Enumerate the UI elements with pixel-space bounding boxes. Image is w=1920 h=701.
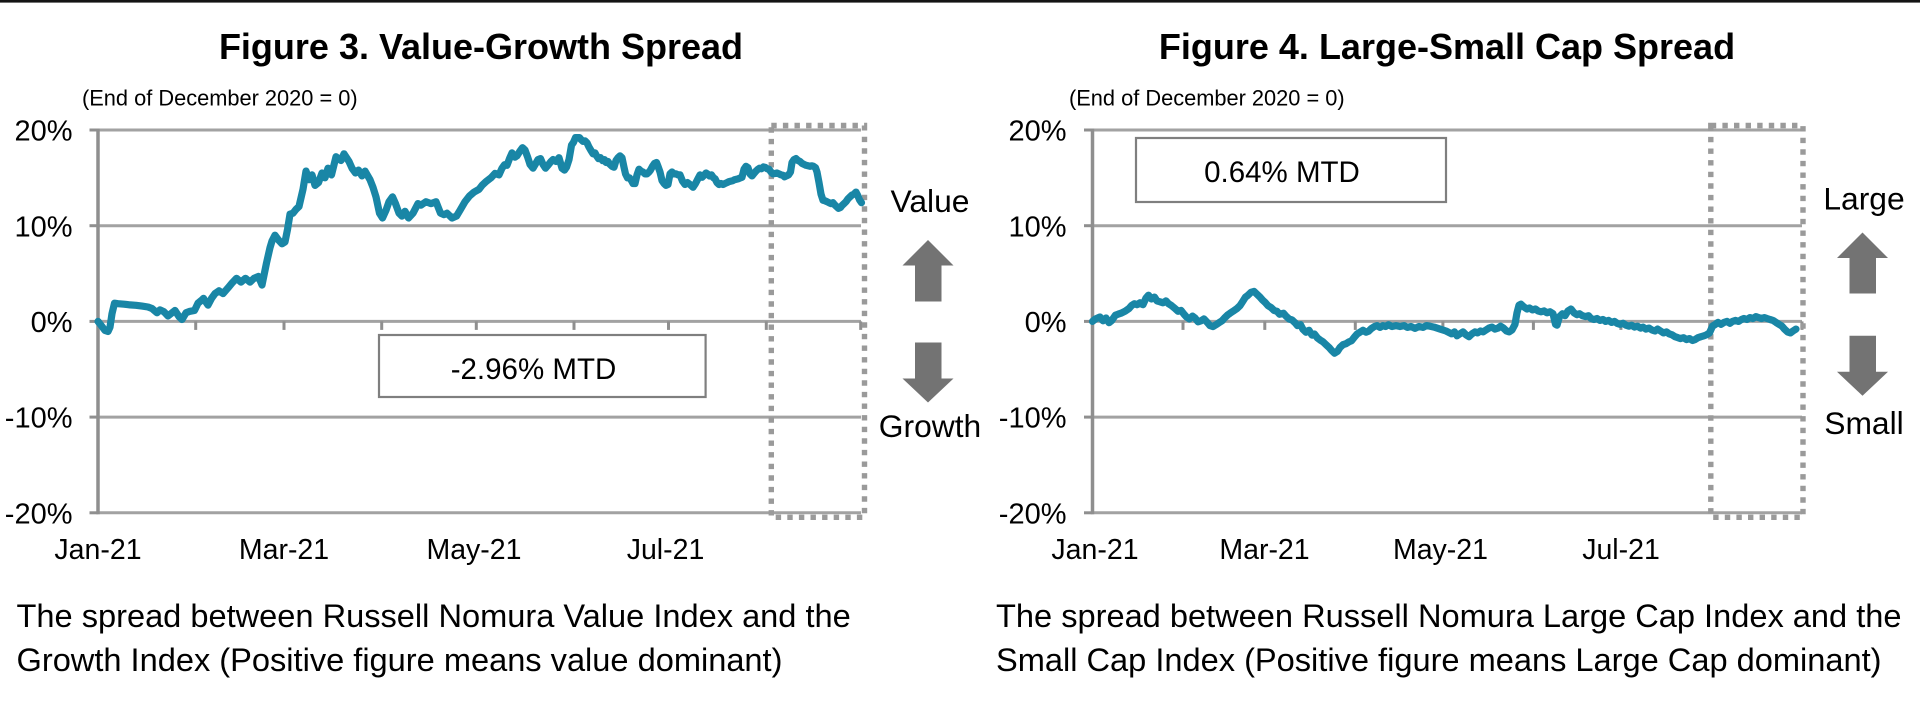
svg-text:0%: 0% (31, 307, 73, 339)
svg-text:10%: 10% (14, 211, 72, 243)
svg-text:The spread between Russell Nom: The spread between Russell Nomura Value … (17, 597, 851, 634)
svg-text:-10%: -10% (999, 403, 1067, 435)
svg-text:May-21: May-21 (426, 534, 521, 566)
svg-text:10%: 10% (1008, 211, 1066, 243)
svg-text:Jan-21: Jan-21 (1051, 534, 1138, 566)
svg-text:Figure 4. Large-Small Cap Spre: Figure 4. Large-Small Cap Spread (1159, 26, 1735, 67)
svg-text:0.64% MTD: 0.64% MTD (1204, 156, 1360, 189)
svg-text:Jul-21: Jul-21 (1582, 534, 1660, 566)
svg-text:0%: 0% (1025, 307, 1067, 339)
svg-text:20%: 20% (1008, 116, 1066, 148)
svg-text:20%: 20% (14, 116, 72, 148)
svg-text:Jul-21: Jul-21 (627, 534, 705, 566)
svg-text:The spread between Russell Nom: The spread between Russell Nomura Large … (996, 597, 1902, 634)
svg-text:May-21: May-21 (1393, 534, 1488, 566)
svg-text:Jan-21: Jan-21 (54, 534, 141, 566)
svg-text:Growth: Growth (879, 408, 982, 444)
svg-text:Small Cap Index (Positive figu: Small Cap Index (Positive figure means L… (996, 641, 1881, 678)
svg-text:Value: Value (891, 183, 970, 219)
svg-text:Mar-21: Mar-21 (239, 534, 329, 566)
svg-text:-20%: -20% (5, 498, 73, 530)
svg-text:-10%: -10% (5, 403, 73, 435)
svg-text:-2.96% MTD: -2.96% MTD (451, 353, 617, 386)
svg-text:Small: Small (1824, 405, 1904, 441)
svg-text:Figure 3. Value-Growth Spread: Figure 3. Value-Growth Spread (219, 26, 743, 67)
svg-text:Large: Large (1823, 181, 1904, 217)
svg-text:-20%: -20% (999, 498, 1067, 530)
svg-text:(End of December 2020 = 0): (End of December 2020 = 0) (82, 86, 358, 111)
svg-text:Growth Index (Positive figure: Growth Index (Positive figure means valu… (17, 641, 783, 678)
svg-text:(End of December 2020 = 0): (End of December 2020 = 0) (1069, 86, 1345, 111)
svg-text:Mar-21: Mar-21 (1219, 534, 1309, 566)
